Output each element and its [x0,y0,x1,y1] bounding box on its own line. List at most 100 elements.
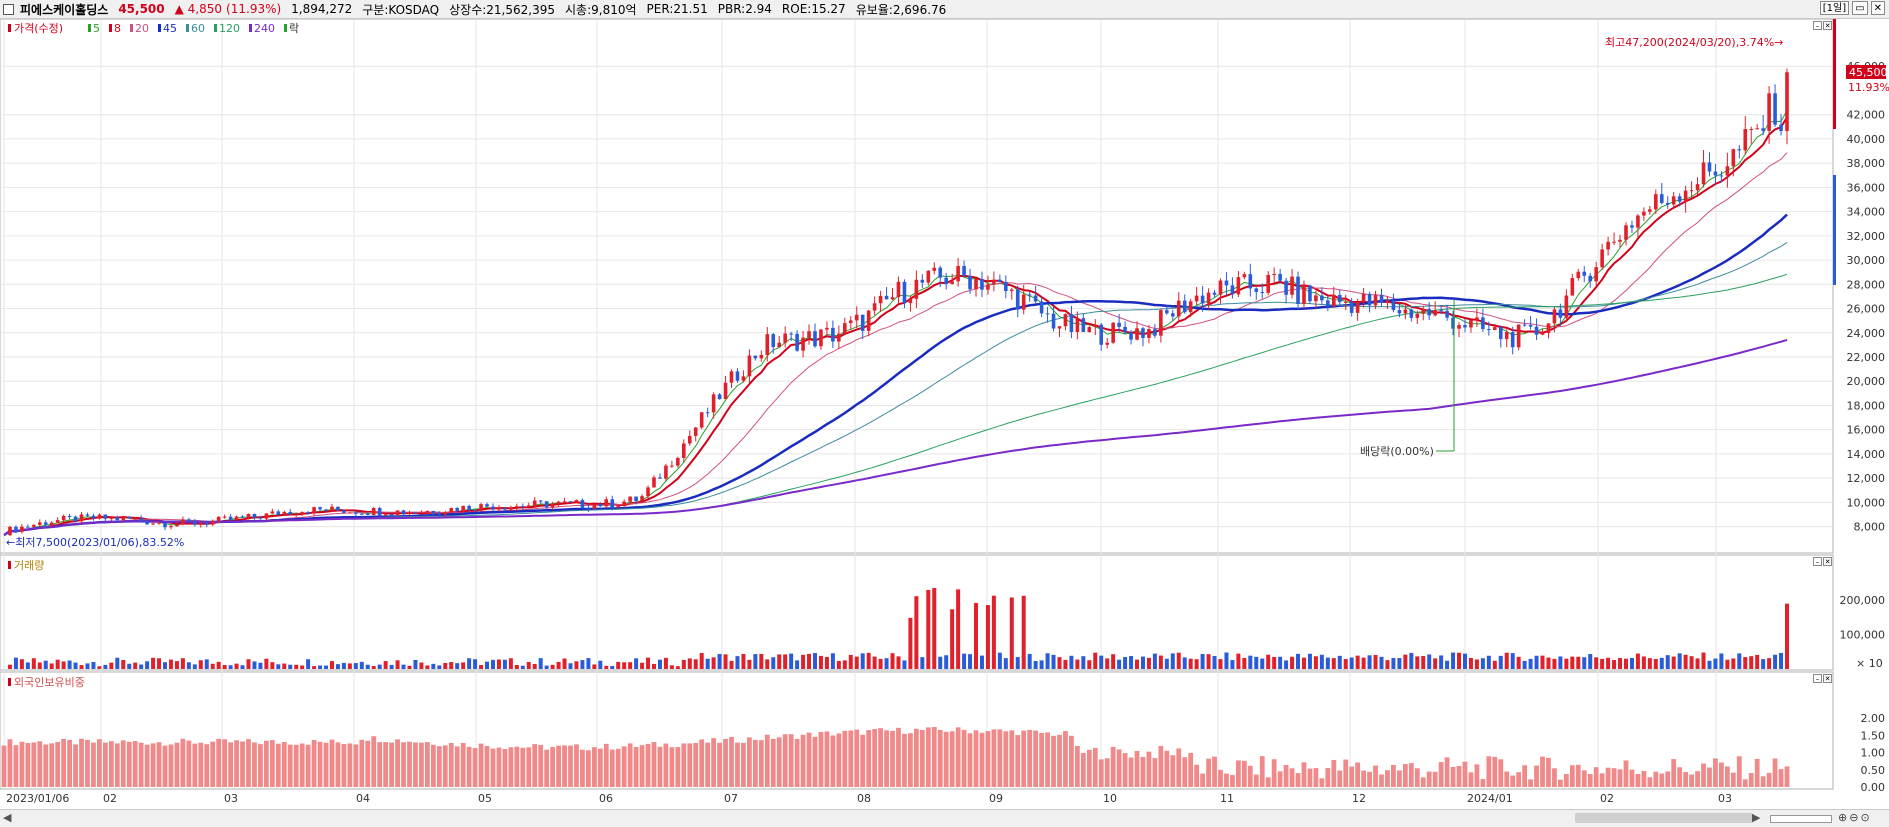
candle-body [1081,318,1086,332]
volume-bar [884,658,889,669]
volume-bar [1009,597,1014,669]
foreign-bar [585,750,591,787]
candle-body [914,279,919,299]
foreign-bar [615,748,621,787]
candle-body [1260,291,1265,293]
candle-body [687,435,692,444]
volume-bar [1021,595,1026,669]
foreign-bar [1295,773,1301,787]
volume-bar [73,662,78,669]
scroll-right-icon[interactable]: ▶ [1752,811,1761,824]
stock-chart[interactable]: 8,000 10,000 12,000 14,000 16,000 18,000 20,00… [0,19,1889,805]
restore-icon[interactable]: ▭ [1852,1,1868,15]
volume-bar [1653,659,1658,669]
horizontal-scrollbar[interactable]: ◀ ▶ ⊕ ⊖ ⊙ [0,809,1889,827]
candle-body [1039,301,1044,314]
foreign-bar [1498,759,1504,787]
candle-body [1683,190,1688,202]
candle-body [1045,313,1050,315]
candle-body [1546,323,1551,334]
candle-body [1648,209,1652,212]
minimize-icon[interactable]: – [1813,21,1822,30]
foreign-bar [1391,764,1396,787]
volume-bar [1158,655,1163,669]
candle-body [1033,295,1038,302]
candle-body [1534,326,1539,335]
select-checkbox[interactable] [3,3,14,15]
foreign-bar [1140,756,1146,787]
period-button[interactable]: [1일] [1819,1,1850,15]
foreign-bar [1170,755,1176,787]
volume-bar [1385,660,1390,669]
foreign-bar [687,743,693,787]
candle-body [1004,281,1008,292]
foreign-tick-label: 0.00 [1861,781,1886,794]
volume-bar [974,602,979,669]
foreign-bar [1373,765,1378,787]
candle-body [926,270,931,283]
candle-body [1331,294,1336,307]
ma-line [3,152,1788,536]
foreign-bar [1456,766,1462,787]
volume-bar [574,661,579,669]
close-icon[interactable]: ✕ [1823,557,1832,566]
candle-body [1498,327,1503,340]
candle-body [1558,309,1563,318]
foreign-bar [1355,762,1361,787]
close-icon[interactable]: ✕ [1823,674,1832,683]
candle-body [962,266,966,276]
zoom-slider[interactable] [1770,815,1832,823]
candle-body [765,334,770,355]
volume-bar [1212,655,1217,669]
foreign-bar [1128,757,1134,787]
candle-body [276,511,281,515]
volume-bar [252,661,257,669]
candle-body [705,412,710,414]
foreign-bar [818,731,824,787]
foreign-bar [752,739,758,787]
volume-bar [353,663,358,669]
volume-bar [335,664,340,669]
zoom-reset-icon[interactable]: ⊙ [1860,811,1870,824]
scroll-left-icon[interactable]: ◀ [3,811,12,824]
candle-body [37,522,42,525]
volume-bar [240,665,245,669]
volume-unit: × 10 [1856,657,1883,670]
foreign-bar [866,730,872,787]
volume-bar [562,658,567,669]
foreign-bar [943,731,949,787]
foreign-bar [1665,771,1671,787]
volume-bar [1492,660,1497,669]
volume-bar [872,656,877,669]
foreign-bar [13,745,19,787]
foreign-bar [1033,730,1039,787]
volume-bar [1015,657,1020,669]
zoom-out-icon[interactable]: ⊖ [1849,811,1859,824]
candle-body [491,506,495,510]
foreign-bar [19,741,25,787]
foreign-bar [1152,758,1158,787]
zoom-in-icon[interactable]: ⊕ [1838,811,1848,824]
foreign-bar [460,742,466,787]
volume-bar [222,665,227,669]
candle-body [264,513,269,519]
candle-body [1767,93,1771,131]
volume-panel-controls: – ✕ [1813,557,1832,566]
foreign-bar [377,742,383,787]
volume-bar [97,666,102,669]
foreign-bar [1528,779,1533,787]
candle-body [401,510,406,515]
foreign-bar [747,737,752,787]
foreign-bar [174,742,180,787]
volume-bar [532,663,537,669]
candle-body [354,512,358,514]
volume-bar [866,652,871,669]
minimize-icon[interactable]: – [1813,557,1822,566]
candle-body [1612,241,1616,243]
volume-bar [1683,654,1688,669]
close-icon[interactable]: ✕ [1870,1,1885,15]
close-icon[interactable]: ✕ [1823,21,1832,30]
foreign-bar [359,739,365,787]
minimize-icon[interactable]: – [1813,674,1822,683]
scroll-thumb[interactable] [1575,813,1753,823]
